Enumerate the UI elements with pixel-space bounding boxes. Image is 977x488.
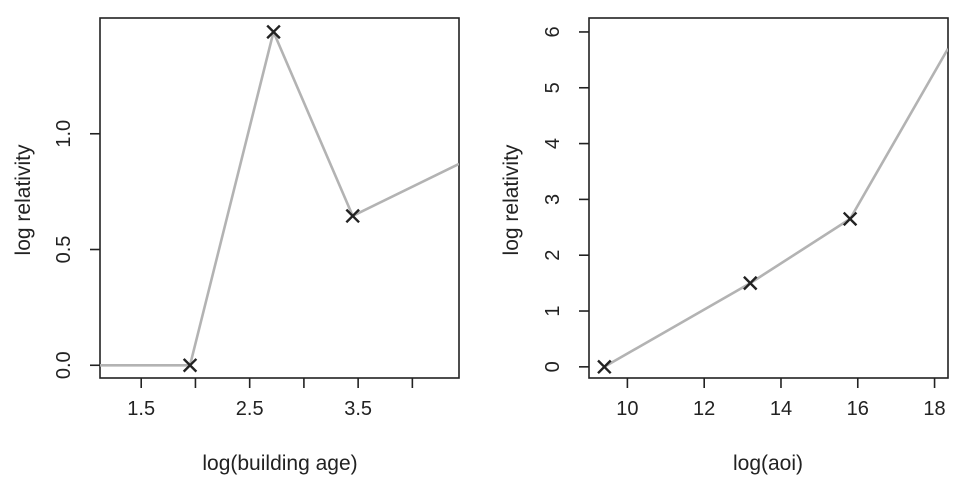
data-point-marker — [182, 358, 198, 373]
y-tick-label: 1 — [542, 305, 564, 316]
x-tick-label: 16 — [847, 398, 869, 420]
y-tick-label: 5 — [542, 82, 564, 93]
series-line — [603, 48, 948, 368]
panel-building-age: 1.5 2.5 3.5 0.0 0.5 1.0 log(building age) log r… — [12, 17, 460, 475]
x-axis-label: log(aoi) — [733, 452, 803, 475]
marker-stroke — [266, 24, 281, 40]
data-point-marker — [345, 208, 360, 224]
marker-stroke — [743, 275, 758, 291]
plot-frame — [99, 17, 460, 379]
data-point-marker — [842, 211, 858, 227]
y-axis-label: log relativity — [500, 144, 523, 255]
marker-stroke — [842, 211, 858, 227]
x-tick-label: 18 — [923, 398, 945, 420]
x-tick-label: 12 — [693, 398, 715, 420]
x-tick-label: 2.5 — [236, 398, 264, 420]
data-point-marker — [743, 275, 758, 291]
plot-frame — [588, 17, 949, 379]
x-tick-label: 1.5 — [127, 398, 155, 420]
y-tick-label: 2 — [542, 250, 564, 261]
x-axis-label: log(building age) — [202, 452, 357, 475]
series-line — [100, 30, 459, 367]
y-tick-label: 1.0 — [53, 120, 75, 148]
y-tick-label: 3 — [542, 194, 564, 205]
y-tick-label: 6 — [542, 26, 564, 37]
data-point-marker — [597, 359, 612, 375]
y-tick-label: 0.5 — [53, 236, 75, 264]
marker-stroke — [597, 359, 612, 375]
x-tick-label: 10 — [616, 398, 638, 420]
marker-stroke — [345, 208, 360, 224]
y-tick-label: 0.0 — [53, 351, 75, 379]
marker-stroke — [182, 358, 198, 373]
y-tick-label: 0 — [542, 361, 564, 372]
x-tick-label: 3.5 — [344, 398, 372, 420]
x-tick-label: 14 — [770, 398, 792, 420]
y-axis-label: log relativity — [12, 144, 35, 255]
data-point-marker — [266, 24, 281, 40]
y-tick-label: 4 — [542, 138, 564, 149]
